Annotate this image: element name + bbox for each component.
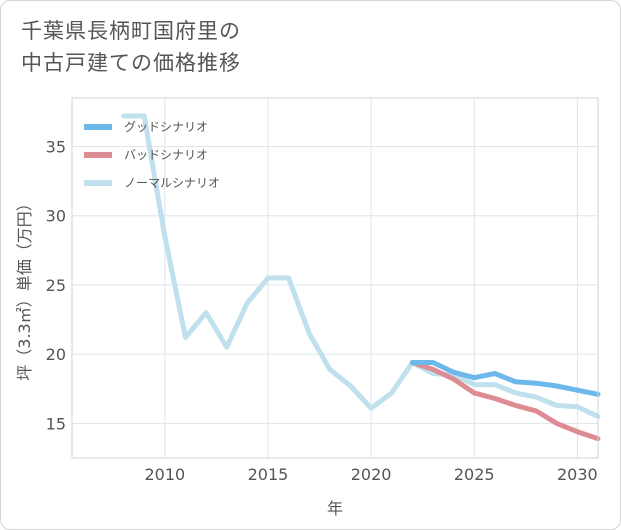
legend-label: ノーマルシナリオ [124,176,220,190]
y-tick-label: 30 [46,207,66,226]
chart-title-line2: 中古戸建ての価格推移 [21,51,241,75]
plot-frame [71,97,599,459]
grid [72,98,598,458]
y-tick-labels: 15 20 25 30 35 [46,137,66,433]
x-tick-label: 2010 [144,465,185,484]
y-tick-label: 15 [46,414,66,433]
chart-title: 千葉県長柄町国府里の 中古戸建ての価格推移 [21,15,241,79]
series-line [409,360,601,397]
series-lines [121,113,601,442]
y-axis-label: 坪（3.3㎡）単価（万円） [15,195,34,380]
x-axis-label: 年 [327,499,343,518]
x-tick-label: 2030 [557,465,598,484]
x-tick-label: 2015 [248,465,289,484]
x-tick-labels: 2010 2015 2020 2025 2030 [144,465,597,484]
y-tick-label: 20 [46,345,66,364]
series-line [121,113,601,419]
y-tick-label: 25 [46,276,66,295]
chart-title-line1: 千葉県長柄町国府里の [21,19,241,43]
x-tick-label: 2020 [351,465,392,484]
legend-label: バッドシナリオ [124,148,208,162]
y-tick-label: 35 [46,137,66,156]
x-tick-label: 2025 [454,465,495,484]
legend-label: グッドシナリオ [124,120,208,134]
series-line [409,360,601,442]
